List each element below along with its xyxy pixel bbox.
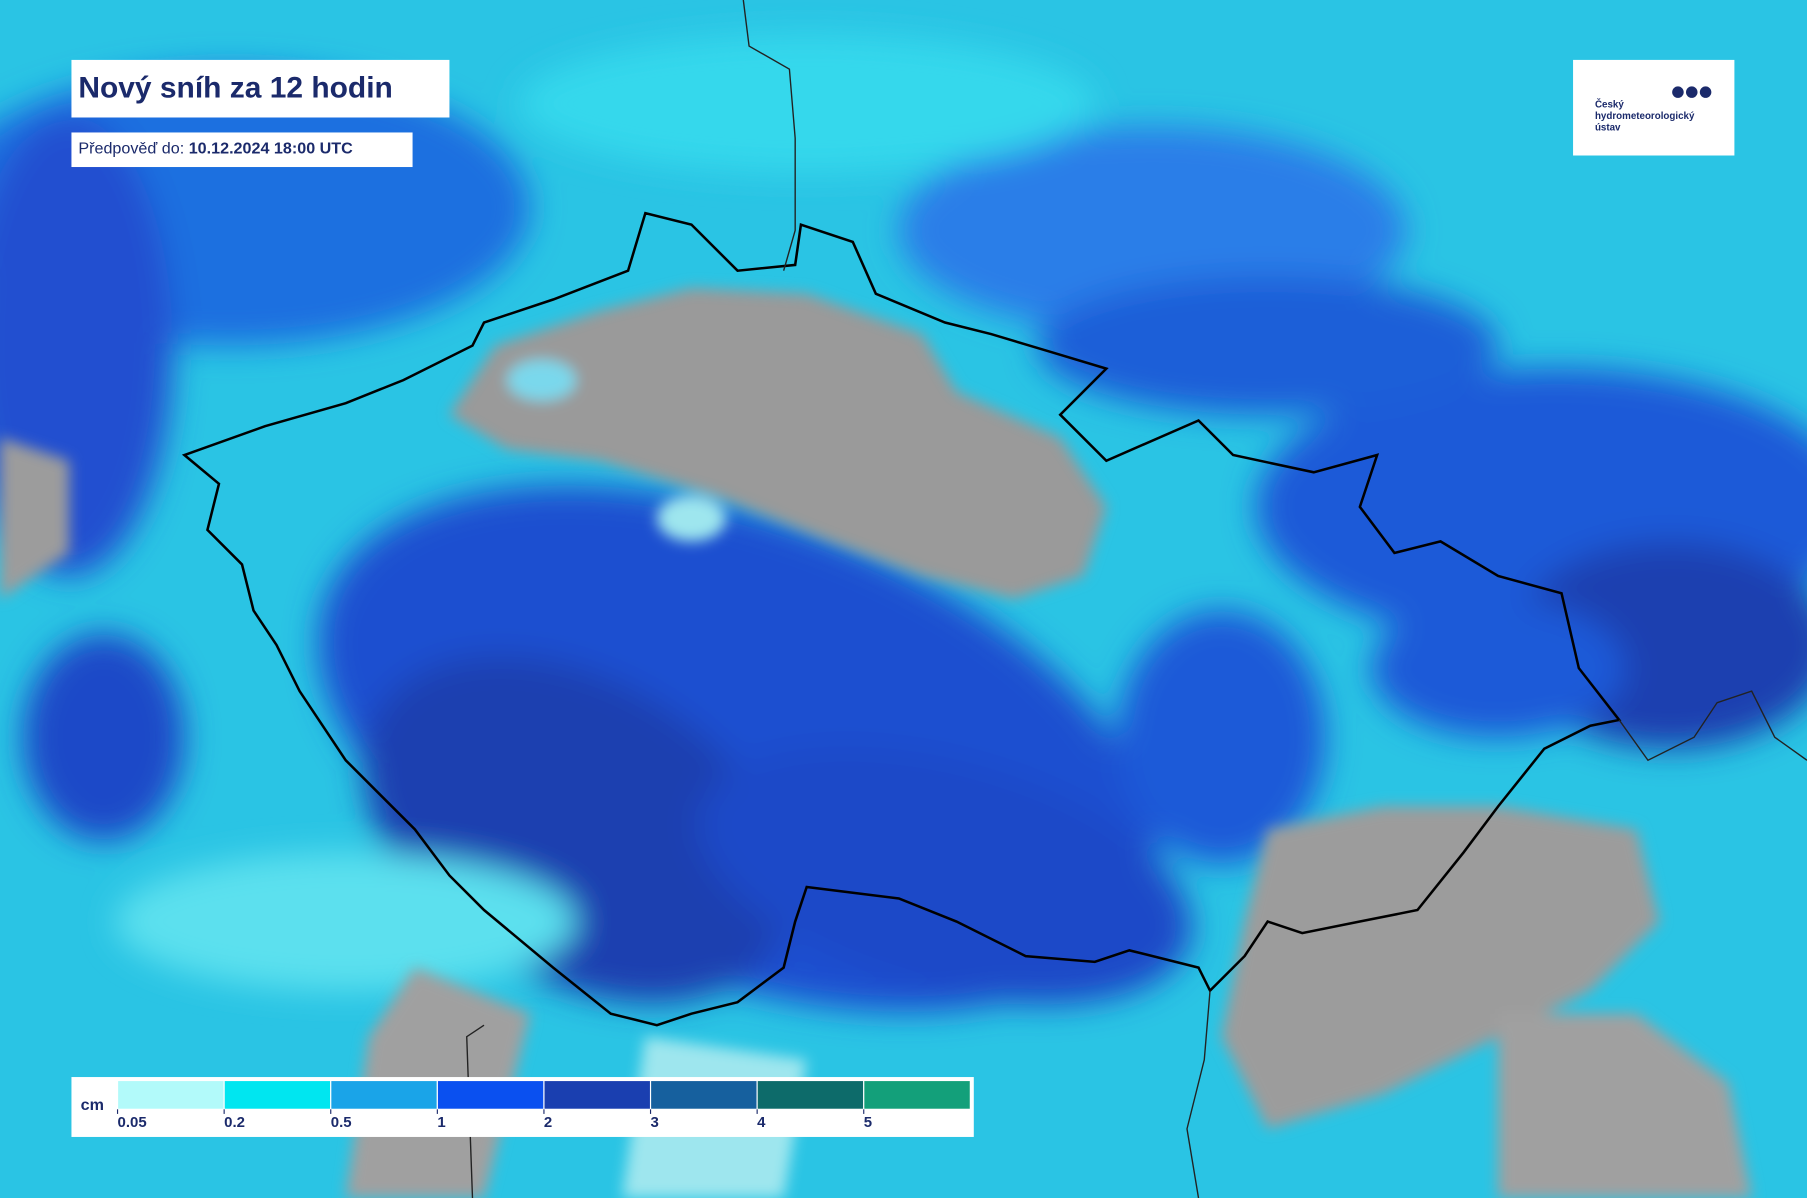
- legend-tick-label: 2: [544, 1114, 552, 1131]
- legend-tick-label: 4: [757, 1114, 766, 1131]
- logo-dot: [1685, 86, 1698, 98]
- legend-swatch: [330, 1079, 438, 1110]
- legend-swatch: [543, 1079, 652, 1110]
- legend-tick-label: 0.05: [118, 1114, 147, 1131]
- logo-dot: [1699, 86, 1712, 98]
- forecast-label: Předpověď do:: [78, 140, 184, 158]
- title-box: [71, 59, 450, 118]
- country-border: [181, 211, 1622, 1027]
- subtitle: Předpověď do: 10.12.2024 18:00 UTC: [78, 140, 353, 158]
- forecast-time: 10.12.2024 18:00 UTC: [189, 140, 353, 158]
- legend-swatch: [756, 1079, 865, 1110]
- legend-swatch: [436, 1079, 545, 1110]
- legend-tick-label: 0.5: [331, 1114, 352, 1131]
- title: Nový sníh za 12 hodin: [78, 72, 392, 105]
- legend-unit: cm: [81, 1096, 104, 1114]
- legend-tick-label: 5: [864, 1114, 872, 1131]
- logo-dot: [1672, 86, 1684, 98]
- legend-scale: 0.05 0.2 0.5 1 2 3 4 5: [116, 1079, 971, 1131]
- legend-tick-label: 3: [651, 1114, 659, 1131]
- legend-swatch: [649, 1079, 758, 1110]
- terrain: [0, 287, 1752, 1198]
- logo-line: Český: [1595, 98, 1624, 110]
- legend-tick-label: 0.2: [224, 1114, 245, 1131]
- logo-line: hydrometeorologický: [1595, 111, 1695, 122]
- logo-line: ústav: [1595, 122, 1621, 133]
- legend-swatch: [116, 1079, 225, 1110]
- legend-swatch: [223, 1079, 332, 1110]
- neighbor-border: [466, 0, 1807, 1198]
- subtitle-box: [71, 132, 413, 168]
- legend-tick-label: 1: [437, 1114, 445, 1131]
- logo-box: [1573, 59, 1735, 156]
- legend-swatch: [863, 1079, 971, 1110]
